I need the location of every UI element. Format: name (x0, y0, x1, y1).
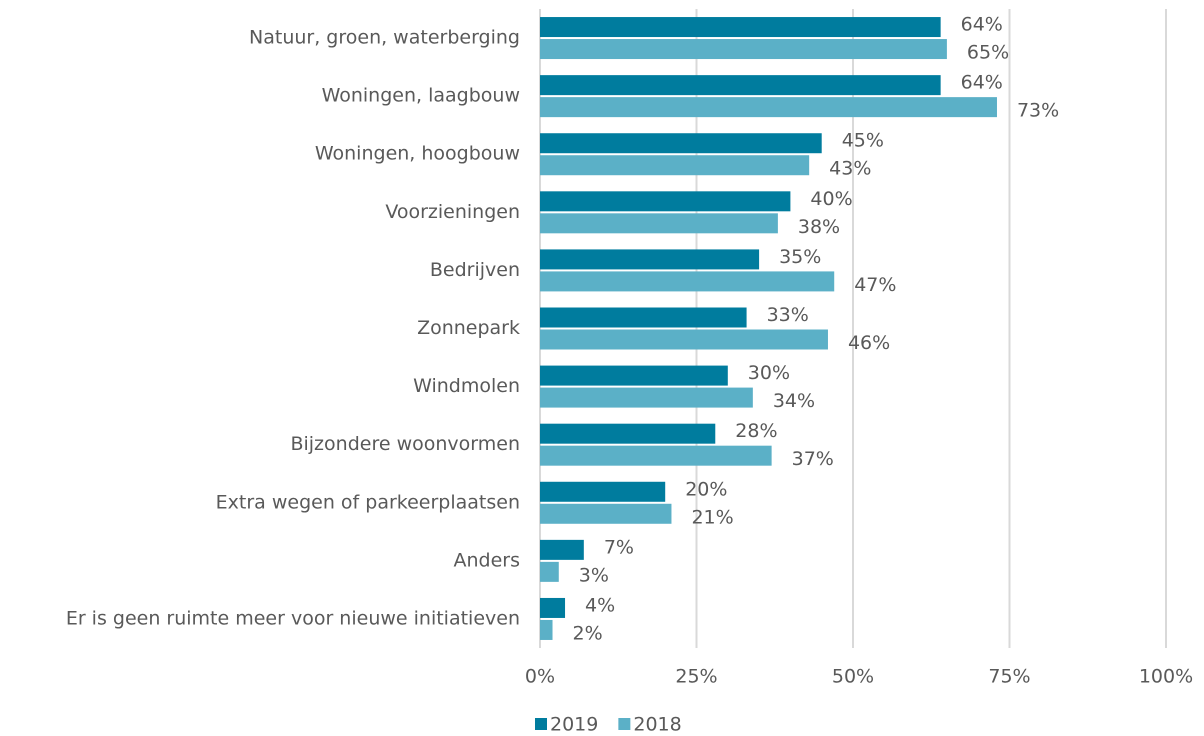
category-label: Voorzieningen (385, 201, 520, 223)
legend-swatch (618, 718, 631, 730)
data-label: 21% (691, 506, 733, 528)
bar (540, 445, 772, 466)
x-tick-label: 100% (1139, 666, 1193, 688)
bar (540, 213, 778, 234)
x-tick-label: 25% (675, 666, 717, 688)
legend-label: 2019 (550, 714, 598, 736)
bar (540, 271, 835, 292)
data-label: 33% (767, 304, 809, 326)
bar (540, 597, 566, 618)
data-label: 65% (967, 42, 1009, 64)
data-label: 45% (842, 130, 884, 152)
data-label: 4% (585, 594, 615, 616)
bar (540, 481, 666, 502)
category-label: Windmolen (413, 375, 520, 397)
category-label: Woningen, hoogbouw (315, 143, 520, 165)
data-label: 64% (961, 72, 1003, 94)
data-label: 30% (748, 362, 790, 384)
data-label: 47% (854, 274, 896, 296)
bar (540, 365, 728, 386)
category-label: Zonnepark (417, 317, 520, 339)
bar (540, 97, 997, 118)
data-label: 43% (829, 158, 871, 180)
x-tick-label: 0% (525, 666, 555, 688)
data-label: 20% (685, 478, 727, 500)
bar (540, 133, 822, 154)
data-label: 34% (773, 390, 815, 412)
category-label: Natuur, groen, waterberging (249, 27, 520, 49)
bar (540, 423, 716, 444)
bar (540, 329, 828, 350)
data-label: 46% (848, 332, 890, 354)
bar (540, 503, 672, 524)
data-label: 7% (604, 536, 634, 558)
bar (540, 307, 747, 328)
bar (540, 39, 947, 60)
bar (540, 191, 791, 212)
category-label: Bijzondere woonvormen (290, 433, 520, 455)
legend-label: 2018 (633, 714, 681, 736)
bar (540, 387, 753, 408)
data-label: 64% (961, 14, 1003, 36)
data-label: 73% (1017, 100, 1059, 122)
bar (540, 539, 584, 560)
x-tick-label: 75% (988, 666, 1030, 688)
x-tick-label: 50% (832, 666, 874, 688)
data-label: 35% (779, 246, 821, 268)
data-label: 3% (579, 564, 609, 586)
bar (540, 619, 553, 640)
bar (540, 17, 941, 38)
data-label: 38% (798, 216, 840, 238)
bar (540, 75, 941, 96)
category-label: Bedrijven (430, 259, 520, 281)
category-label: Extra wegen of parkeerplaatsen (216, 491, 520, 513)
category-label: Woningen, laagbouw (322, 85, 520, 107)
category-label: Anders (454, 549, 521, 571)
bar (540, 155, 810, 176)
bar (540, 561, 559, 582)
category-label: Er is geen ruimte meer voor nieuwe initi… (66, 607, 520, 629)
data-label: 37% (792, 448, 834, 470)
data-label: 40% (810, 188, 852, 210)
legend-swatch (535, 718, 547, 730)
data-label: 28% (735, 420, 777, 442)
bar (540, 249, 760, 270)
data-label: 2% (573, 622, 603, 644)
